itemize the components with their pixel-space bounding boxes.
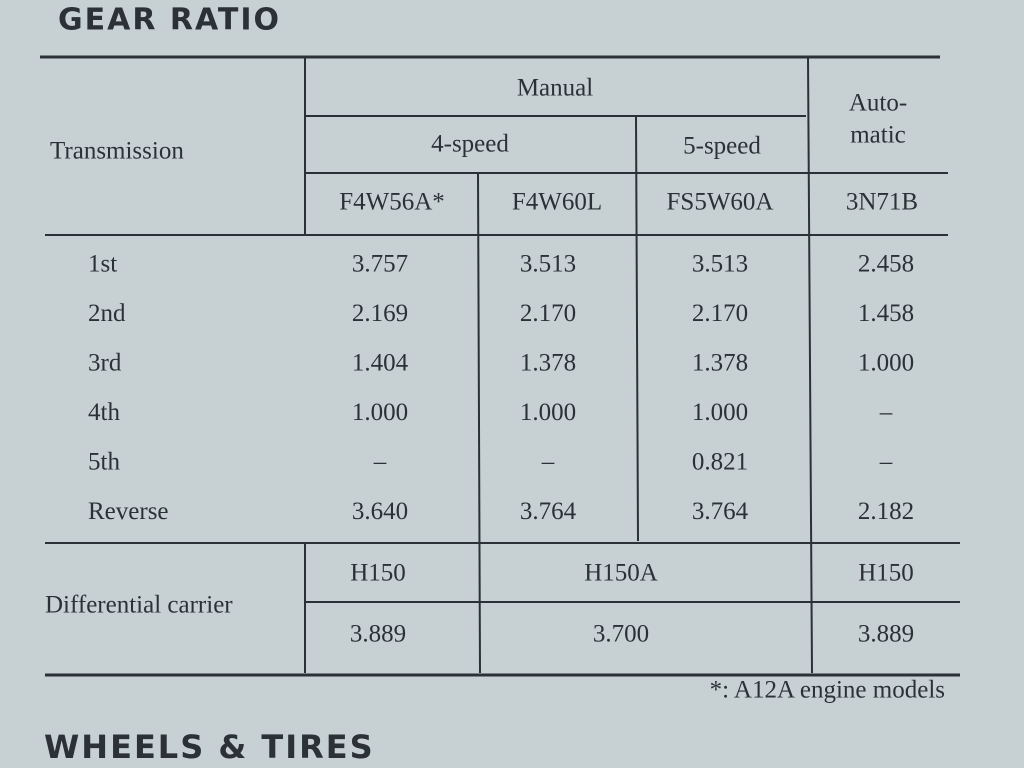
rule [807,56,813,674]
cell: H150A [584,560,658,587]
cell: 2.170 [692,300,748,327]
cell: 2.458 [858,251,914,278]
rule [635,115,639,542]
cell: 3.764 [692,498,749,525]
group-header: matic [850,122,906,149]
cell: 3.889 [858,621,914,648]
row-label: 2nd [88,300,126,327]
cell: 1.378 [520,350,576,377]
cell: 3.513 [692,251,748,278]
group-header: Manual [517,75,593,102]
column-header: FS5W60A [667,189,774,216]
column-header: F4W60L [512,189,602,216]
cell: H150 [350,560,406,587]
cell: 1.000 [692,399,748,426]
row-label: 3rd [88,350,122,377]
cell: 1.000 [352,399,408,426]
cell: 1.000 [520,399,576,426]
footnote: *: A12A engine models [710,677,945,704]
cell: 2.169 [352,300,408,327]
subgroup-header: 4-speed [431,131,509,158]
section-title: WHEELS & TIRES [44,728,375,766]
row-label: 5th [88,449,120,476]
cell: 1.458 [858,300,914,327]
cell: 2.170 [520,300,576,327]
cell: – [879,399,893,426]
cell: 0.821 [692,449,748,476]
cell: 3.700 [593,621,649,648]
row-label: Reverse [88,498,169,525]
cell: 3.640 [352,498,408,525]
cell: H150 [858,560,914,587]
column-header: F4W56A* [339,189,445,216]
cell: 3.764 [520,498,577,525]
cell: – [879,449,893,476]
cell: – [541,449,555,476]
row-header: Differential carrier [45,592,233,619]
section-title: GEAR RATIO [58,3,281,38]
cell: 3.513 [520,251,576,278]
group-header: Auto- [849,90,907,117]
cell: 2.182 [858,498,914,525]
rule [477,172,481,674]
row-label: 1st [88,251,117,278]
row-label: 4th [88,399,120,426]
cell: 1.404 [352,350,409,377]
cell: 3.757 [352,251,408,278]
subgroup-header: 5-speed [683,133,761,160]
corner-header: Transmission [50,138,184,165]
cell: 1.000 [858,350,914,377]
table-rules [40,55,960,677]
cell: 3.889 [350,621,406,648]
cell: – [373,449,387,476]
cell: 1.378 [692,350,748,377]
column-header: 3N71B [846,189,918,216]
